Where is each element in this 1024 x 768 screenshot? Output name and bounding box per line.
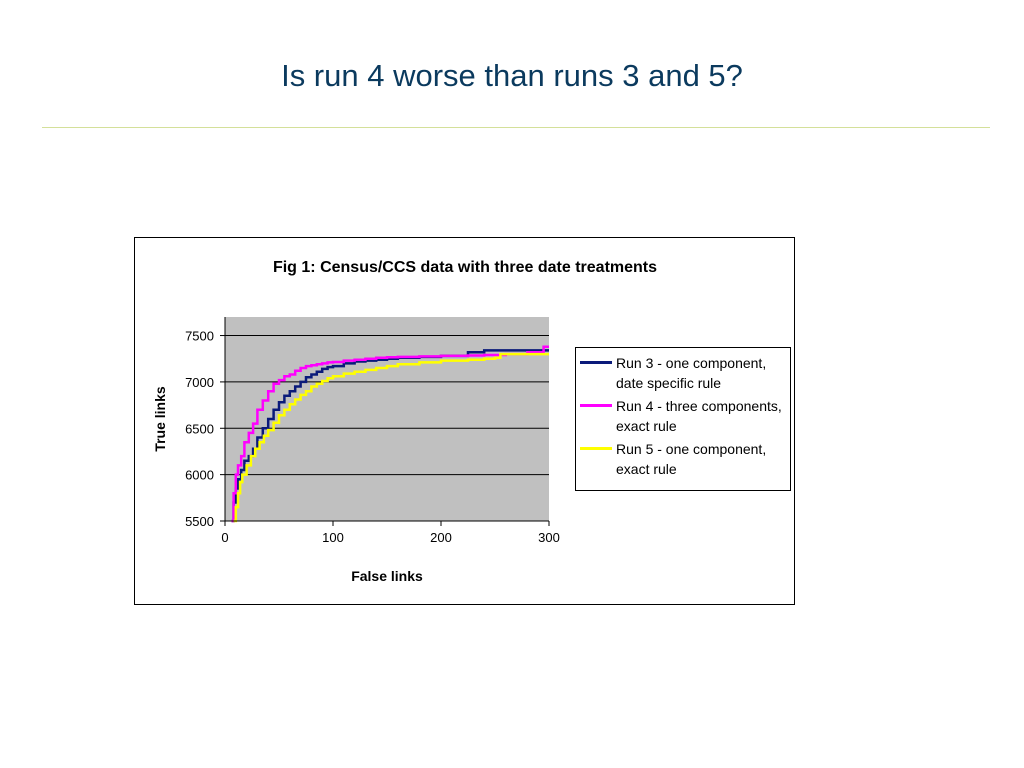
legend-item-run-5: Run 5 - one component, exact rule <box>580 439 786 479</box>
legend-label-run-5: Run 5 - one component, exact rule <box>616 441 767 477</box>
legend-label-run-3: Run 3 - one component, date specific rul… <box>616 355 767 391</box>
x-tick-label: 300 <box>538 530 560 545</box>
y-tick-label: 5500 <box>185 514 214 529</box>
x-tick-label: 100 <box>322 530 344 545</box>
y-tick-label: 6000 <box>185 468 214 483</box>
slide-title: Is run 4 worse than runs 3 and 5? <box>281 58 743 93</box>
series-layer <box>231 345 549 523</box>
legend-item-run-3: Run 3 - one component, date specific rul… <box>580 353 786 393</box>
chart-title: Fig 1: Census/CCS data with three date t… <box>273 259 657 276</box>
title-divider <box>42 127 990 128</box>
x-tick-label: 200 <box>430 530 452 545</box>
series-line-run-4 <box>231 345 549 523</box>
y-axis-label: True links <box>152 386 168 452</box>
legend-swatch-run-3 <box>580 361 612 364</box>
legend-swatch-run-4 <box>580 404 612 407</box>
legend-swatch-run-5 <box>580 447 612 450</box>
chart-legend: Run 3 - one component, date specific rul… <box>575 347 791 491</box>
legend-label-run-4: Run 4 - three components, exact rule <box>616 398 782 434</box>
series-line-run-5 <box>233 352 549 523</box>
x-axis-ticks: 0 100 200 300 <box>221 521 560 545</box>
y-tick-label: 7000 <box>185 375 214 390</box>
y-axis-ticks: 5500 6000 6500 7000 7500 <box>185 329 225 529</box>
chart-canvas: Fig 1: Census/CCS data with three date t… <box>152 259 657 584</box>
chart-frame: Fig 1: Census/CCS data with three date t… <box>134 237 795 605</box>
x-axis-label: False links <box>351 568 423 584</box>
y-tick-label: 7500 <box>185 329 214 344</box>
y-tick-label: 6500 <box>185 421 214 436</box>
legend-item-run-4: Run 4 - three components, exact rule <box>580 396 786 436</box>
x-tick-label: 0 <box>221 530 228 545</box>
